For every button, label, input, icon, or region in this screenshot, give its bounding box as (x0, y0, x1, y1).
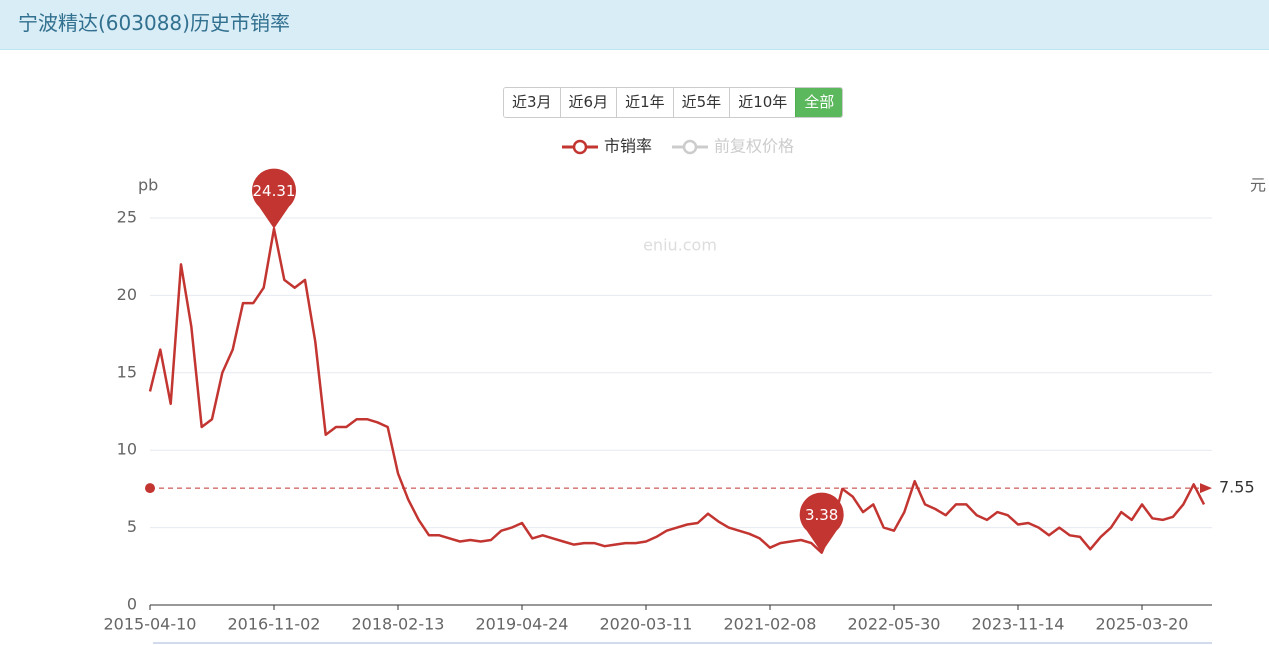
y-tick-label: 15 (117, 362, 137, 381)
range-button[interactable]: 近3月 (504, 88, 560, 117)
range-buttons: 近3月 近6月 近1年 近5年 近10年 全部 (503, 87, 844, 118)
range-button[interactable]: 近6月 (559, 88, 617, 117)
x-tick-label: 2018-02-13 (352, 615, 445, 634)
x-tick-label: 2021-02-08 (724, 615, 817, 634)
x-tick-label: 2023-11-14 (972, 615, 1065, 634)
y-tick-label: 25 (117, 208, 137, 227)
series-line (148, 227, 1206, 554)
range-button[interactable]: 近10年 (729, 88, 796, 117)
mark-label: 24.31 (253, 182, 296, 200)
y-axis-label: pb (138, 176, 158, 195)
y-tick-label: 10 (117, 440, 137, 459)
x-tick-label: 2020-03-11 (600, 615, 693, 634)
x-tick-label: 2025-03-20 (1096, 615, 1189, 634)
mark-label: 3.38 (805, 506, 838, 524)
x-tick-label: 2019-04-24 (476, 615, 569, 634)
average-start (145, 483, 155, 494)
mark-pin (799, 492, 844, 553)
watermark: eniu.com (643, 236, 717, 255)
legend-marker (572, 139, 588, 155)
legend-label: 前复权价格 (714, 137, 794, 156)
average-label: 7.55 (1219, 478, 1255, 497)
x-tick-label: 2015-04-10 (104, 615, 197, 634)
x-tick-label: 2022-05-30 (848, 615, 941, 634)
average-arrow (1200, 483, 1212, 494)
y-tick-label: 0 (127, 595, 137, 614)
y-tick-label: 20 (117, 285, 137, 304)
chart: 市销率 前复权价格 pb 元 eniu.com 0 5 10 15 20 25 2015-04-10 2… (104, 137, 1266, 644)
range-button[interactable]: 近1年 (616, 88, 673, 117)
page-header: 宁波精达(603088)历史市销率 (0, 0, 1269, 50)
legend-label: 市销率 (604, 137, 652, 156)
y2-axis-label: 元 (1250, 176, 1266, 195)
x-tick-label: 2016-11-02 (228, 615, 321, 634)
mark-pin (252, 168, 296, 229)
range-button[interactable]: 近5年 (672, 88, 730, 117)
y-tick-label: 5 (127, 517, 137, 536)
legend-marker (682, 139, 698, 155)
range-button[interactable]: 全部 (795, 88, 843, 117)
